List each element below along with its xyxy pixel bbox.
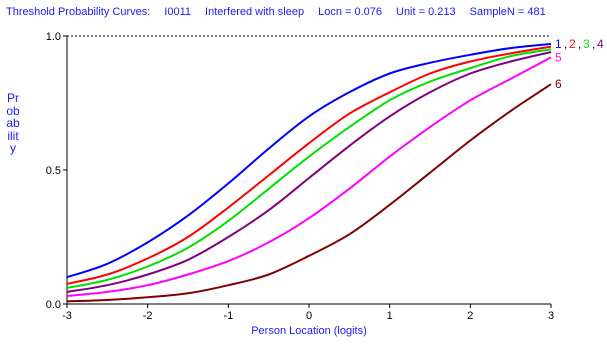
curve-label-1: 1 (555, 37, 562, 51)
item-code: I0011 (164, 6, 192, 18)
title-prefix: Threshold Probability Curves: (6, 6, 151, 18)
x-tick-label: 0 (306, 310, 312, 322)
x-tick-label: -2 (143, 310, 153, 322)
curve-1 (66, 43, 552, 279)
x-tick-label: 1 (387, 310, 393, 322)
sample-size: SampleN = 481 (469, 6, 546, 18)
x-axis-label: Person Location (logits) (251, 325, 367, 337)
unit-value: Unit = 0.213 (396, 6, 456, 18)
x-tick-label: 2 (467, 310, 473, 322)
x-tick-label: -1 (223, 310, 233, 322)
y-axis-label: Probability (6, 91, 20, 156)
curve-2 (66, 45, 552, 285)
curve-label-separator: , (578, 37, 581, 51)
curve-4 (66, 51, 552, 293)
location-value: Locn = 0.076 (318, 6, 382, 18)
curve-label-4: 4 (597, 37, 604, 51)
curve-label-2: 2 (569, 37, 576, 51)
item-name: Interfered with sleep (205, 6, 305, 18)
curve-label-3: 3 (583, 37, 590, 51)
y-tick-label: 0.5 (46, 165, 61, 177)
curve-label-5: 5 (555, 50, 562, 64)
curve-6 (66, 83, 552, 303)
curve-5 (66, 56, 552, 297)
y-tick-label: 1.0 (46, 31, 61, 43)
x-tick-label: 3 (548, 310, 554, 322)
chart-title: Threshold Probability Curves: I0011 Interf… (6, 6, 560, 18)
y-tick-label: 0.0 (46, 299, 61, 311)
curve-label-separator: , (592, 37, 595, 51)
curve-3 (66, 48, 552, 289)
curve-label-separator: , (564, 37, 567, 51)
curve-label-6: 6 (555, 77, 562, 91)
x-tick-label: -3 (62, 310, 72, 322)
